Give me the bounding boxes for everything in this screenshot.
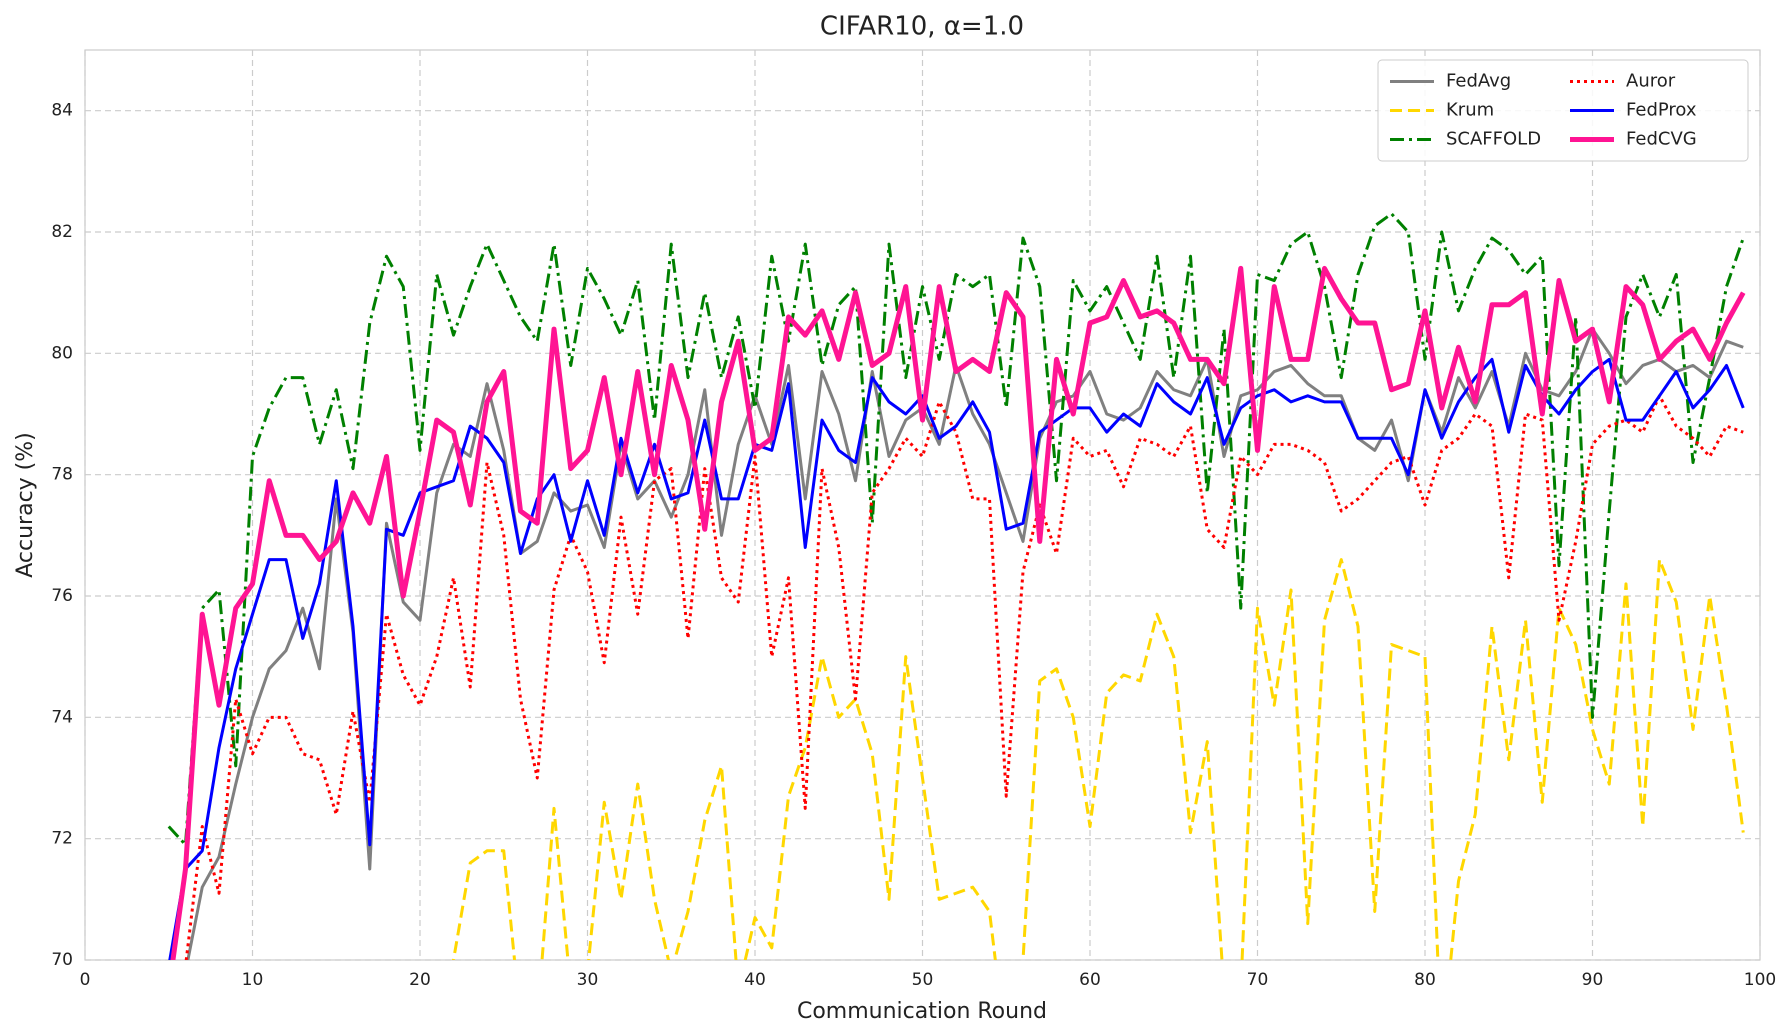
x-tick-label: 50 [912,970,934,990]
legend-label: FedAvg [1446,71,1511,92]
legend: FedAvg Krum SCAFFOLD Auror FedProx FedCVG [1377,59,1749,162]
x-tick-label: 20 [409,970,431,990]
x-tick-label: 40 [744,970,766,990]
x-tick-label: 30 [577,970,599,990]
y-tick-label: 72 [51,829,73,849]
y-tick-label: 84 [51,101,73,121]
series-line [167,212,1745,847]
x-tick-label: 80 [1414,970,1436,990]
y-tick-label: 80 [51,343,73,363]
x-tick-label: 0 [80,970,91,990]
y-axis-label: Accuracy (%) [13,432,38,578]
legend-label: SCAFFOLD [1446,129,1541,150]
series-line [451,558,1745,960]
y-tick-label: 70 [51,950,73,970]
x-tick-label: 90 [1582,970,1604,990]
y-tick-label: 78 [51,465,73,485]
y-tick-label: 74 [51,707,73,727]
x-tick-label: 70 [1247,970,1269,990]
lines [167,212,1746,960]
y-tick-label: 82 [51,222,73,242]
chart-title: CIFAR10, α=1.0 [820,12,1024,42]
x-axis-label: Communication Round [797,999,1047,1024]
x-tick-label: 10 [242,970,264,990]
legend-label: Krum [1446,100,1494,121]
y-tick-label: 76 [51,586,73,606]
series-line [170,265,1746,960]
legend-label: FedProx [1626,100,1697,121]
x-tick-label: 100 [1744,970,1776,990]
legend-label: Auror [1626,71,1676,92]
legend-label: FedCVG [1626,129,1697,150]
x-tick-label: 60 [1079,970,1101,990]
legend-box [1377,59,1749,162]
